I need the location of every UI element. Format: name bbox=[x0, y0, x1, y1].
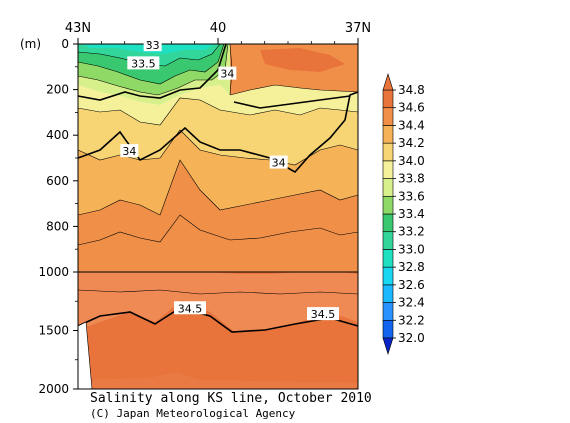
colorbar-label: 34.4 bbox=[398, 118, 425, 132]
y-tick-label: 400 bbox=[46, 128, 69, 142]
x-tick-label: 43N bbox=[65, 21, 91, 36]
contour-label: 34 bbox=[272, 157, 286, 170]
colorbar-segment bbox=[382, 107, 394, 126]
y-tick-label: 1500 bbox=[38, 324, 69, 338]
y-tick-label: 200 bbox=[46, 83, 69, 97]
y-tick-label: 2000 bbox=[38, 382, 69, 396]
colorbar-segment bbox=[382, 89, 394, 109]
contour-345 bbox=[77, 307, 359, 333]
y-unit-label: (m) bbox=[20, 37, 41, 51]
y-axis: 0 200 400 600 800 1000 1500 2000 bbox=[38, 37, 78, 396]
colorbar-label: 33.8 bbox=[398, 172, 425, 186]
contour-line bbox=[77, 214, 359, 246]
colorbar-label: 34.2 bbox=[398, 136, 425, 150]
colorbar-segment bbox=[382, 266, 394, 286]
colorbar-segment bbox=[382, 160, 394, 179]
colorbar-label: 32.2 bbox=[398, 313, 425, 327]
upper-water-band-340 bbox=[78, 98, 358, 165]
contour-label: 34.5 bbox=[178, 302, 203, 315]
contour-335 bbox=[77, 43, 227, 101]
colorbar-segment bbox=[382, 249, 394, 268]
x-axis: 43N 40 37N bbox=[65, 21, 371, 44]
contour-labels: 33 33.5 34 34 34 34.5 34.5 bbox=[120, 38, 339, 321]
contour-label: 34 bbox=[220, 68, 234, 81]
colorbar-segment bbox=[382, 231, 394, 250]
contour-label-bg bbox=[218, 66, 237, 80]
colorbar-label: 32.0 bbox=[398, 331, 425, 345]
colorbar-top-arrow bbox=[382, 72, 394, 91]
southern-surface-patch bbox=[260, 48, 345, 72]
contour-line bbox=[77, 97, 359, 126]
contour-label: 34 bbox=[122, 145, 136, 158]
colorbar-segment bbox=[382, 213, 394, 233]
y-tick-label: 800 bbox=[46, 219, 69, 233]
colorbar-segment bbox=[382, 302, 394, 321]
contour-line bbox=[229, 84, 359, 96]
colorbar-segment bbox=[382, 178, 394, 197]
deep-high-salinity-band bbox=[78, 300, 358, 389]
colorbar-segment bbox=[382, 125, 394, 144]
contour-label: 33 bbox=[146, 39, 160, 52]
contour-line bbox=[77, 43, 225, 85]
y-tick-label: 0 bbox=[61, 37, 69, 51]
colorbar-segment bbox=[382, 195, 394, 215]
contour-line bbox=[77, 159, 359, 216]
colorbar-label: 34.0 bbox=[398, 154, 425, 168]
contour-label: 33.5 bbox=[131, 57, 156, 70]
contour-line bbox=[77, 43, 221, 67]
x-tick-label: 40 bbox=[210, 21, 227, 36]
colorbar: 32.0 32.2 32.4 32.6 32.8 33.0 33.2 33.4 33.6 33.8… bbox=[382, 72, 425, 356]
colorbar-label: 32.4 bbox=[398, 296, 425, 310]
contour-label-bg bbox=[269, 155, 288, 169]
colorbar-label: 33.6 bbox=[398, 189, 425, 203]
colorbar-label: 32.8 bbox=[398, 260, 425, 274]
mid-water-band-342 bbox=[78, 130, 358, 215]
credit-text: (C) Japan Meteorological Agency bbox=[90, 407, 296, 420]
colorbar-segment bbox=[382, 142, 394, 162]
contour-label-bg bbox=[174, 301, 206, 315]
plot-area: 33 33.5 34 34 34 34.5 34.5 bbox=[77, 38, 359, 390]
bottom-fill bbox=[78, 372, 358, 389]
colorbar-label: 33.2 bbox=[398, 225, 425, 239]
contour-label: 34.5 bbox=[311, 308, 336, 321]
colorbar-label: 32.6 bbox=[398, 278, 425, 292]
contour-label-bg bbox=[307, 307, 339, 321]
colorbar-label: 33.4 bbox=[398, 207, 425, 221]
colorbar-segment bbox=[382, 284, 394, 303]
contour-line bbox=[77, 289, 359, 295]
colorbar-label: 33.0 bbox=[398, 242, 425, 256]
colorbar-label: 34.8 bbox=[398, 83, 425, 97]
upper-water-band-338 bbox=[78, 85, 358, 125]
contour-340-south bbox=[233, 95, 351, 109]
y-tick-label: 600 bbox=[46, 174, 69, 188]
mid-water-band-344 bbox=[78, 160, 358, 272]
colorbar-segment bbox=[382, 319, 394, 339]
colorbar-label: 34.6 bbox=[398, 101, 425, 115]
contour-label-bg bbox=[127, 56, 160, 70]
chart-title: Salinity along KS line, October 2010 bbox=[90, 391, 372, 406]
contour-label-bg bbox=[120, 144, 139, 158]
y-tick-label: 1000 bbox=[38, 265, 69, 279]
contour-lines bbox=[77, 43, 359, 295]
x-tick-label: 37N bbox=[345, 21, 371, 36]
colorbar-bottom-arrow bbox=[382, 337, 394, 356]
